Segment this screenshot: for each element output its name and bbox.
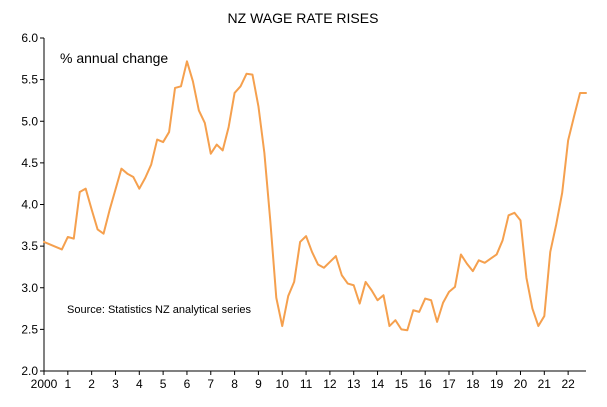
x-tick-label: 10	[276, 377, 290, 391]
x-tick-label: 13	[347, 377, 361, 391]
x-tick-label: 12	[323, 377, 337, 391]
y-tick-label: 2.0	[21, 364, 38, 378]
y-tick-label: 6.0	[21, 31, 38, 45]
x-tick-label: 7	[207, 377, 214, 391]
y-tick-label: 2.5	[21, 322, 38, 336]
series-line	[43, 60, 587, 332]
x-tick-label: 3	[112, 377, 119, 391]
y-tick-label: 3.5	[21, 239, 38, 253]
series-layer	[43, 60, 587, 332]
y-tick-label: 4.5	[21, 156, 38, 170]
x-tick-label: 14	[371, 377, 385, 391]
x-tick-label: 9	[255, 377, 262, 391]
source-note: Source: Statistics NZ analytical series	[67, 304, 252, 316]
x-tick-label: 18	[466, 377, 480, 391]
x-tick-label: 8	[231, 377, 238, 391]
x-tick-label: 4	[136, 377, 143, 391]
x-tick-label: 16	[419, 377, 433, 391]
x-tick-label: 2000	[31, 377, 58, 391]
y-ticks: 2.0 2.5 3.0 3.5 4.0 4.5 5.0 5.5 6.0	[21, 31, 44, 378]
x-tick-label: 22	[561, 377, 575, 391]
y-tick-label: 4.0	[21, 198, 38, 212]
x-tick-label: 19	[490, 377, 504, 391]
x-tick-label: 15	[395, 377, 409, 391]
x-tick-label: 6	[184, 377, 191, 391]
x-tick-label: 20	[514, 377, 528, 391]
x-tick-label: 17	[442, 377, 456, 391]
x-tick-label: 21	[538, 377, 552, 391]
x-tick-label: 1	[64, 377, 71, 391]
x-tick-label: 2	[88, 377, 95, 391]
x-tick-label: 11	[300, 377, 313, 391]
unit-label: % annual change	[60, 50, 168, 66]
x-tick-label: 5	[160, 377, 167, 391]
chart-title: NZ WAGE RATE RISES	[228, 10, 379, 26]
x-ticks: 2000 1 2 3 4 5 6 7 8 9 10 11 12 13 14 15 16 17 18 19 20 21 22	[31, 371, 575, 391]
y-tick-label: 5.0	[21, 114, 38, 128]
y-tick-label: 3.0	[21, 281, 38, 295]
y-tick-label: 5.5	[21, 73, 38, 87]
